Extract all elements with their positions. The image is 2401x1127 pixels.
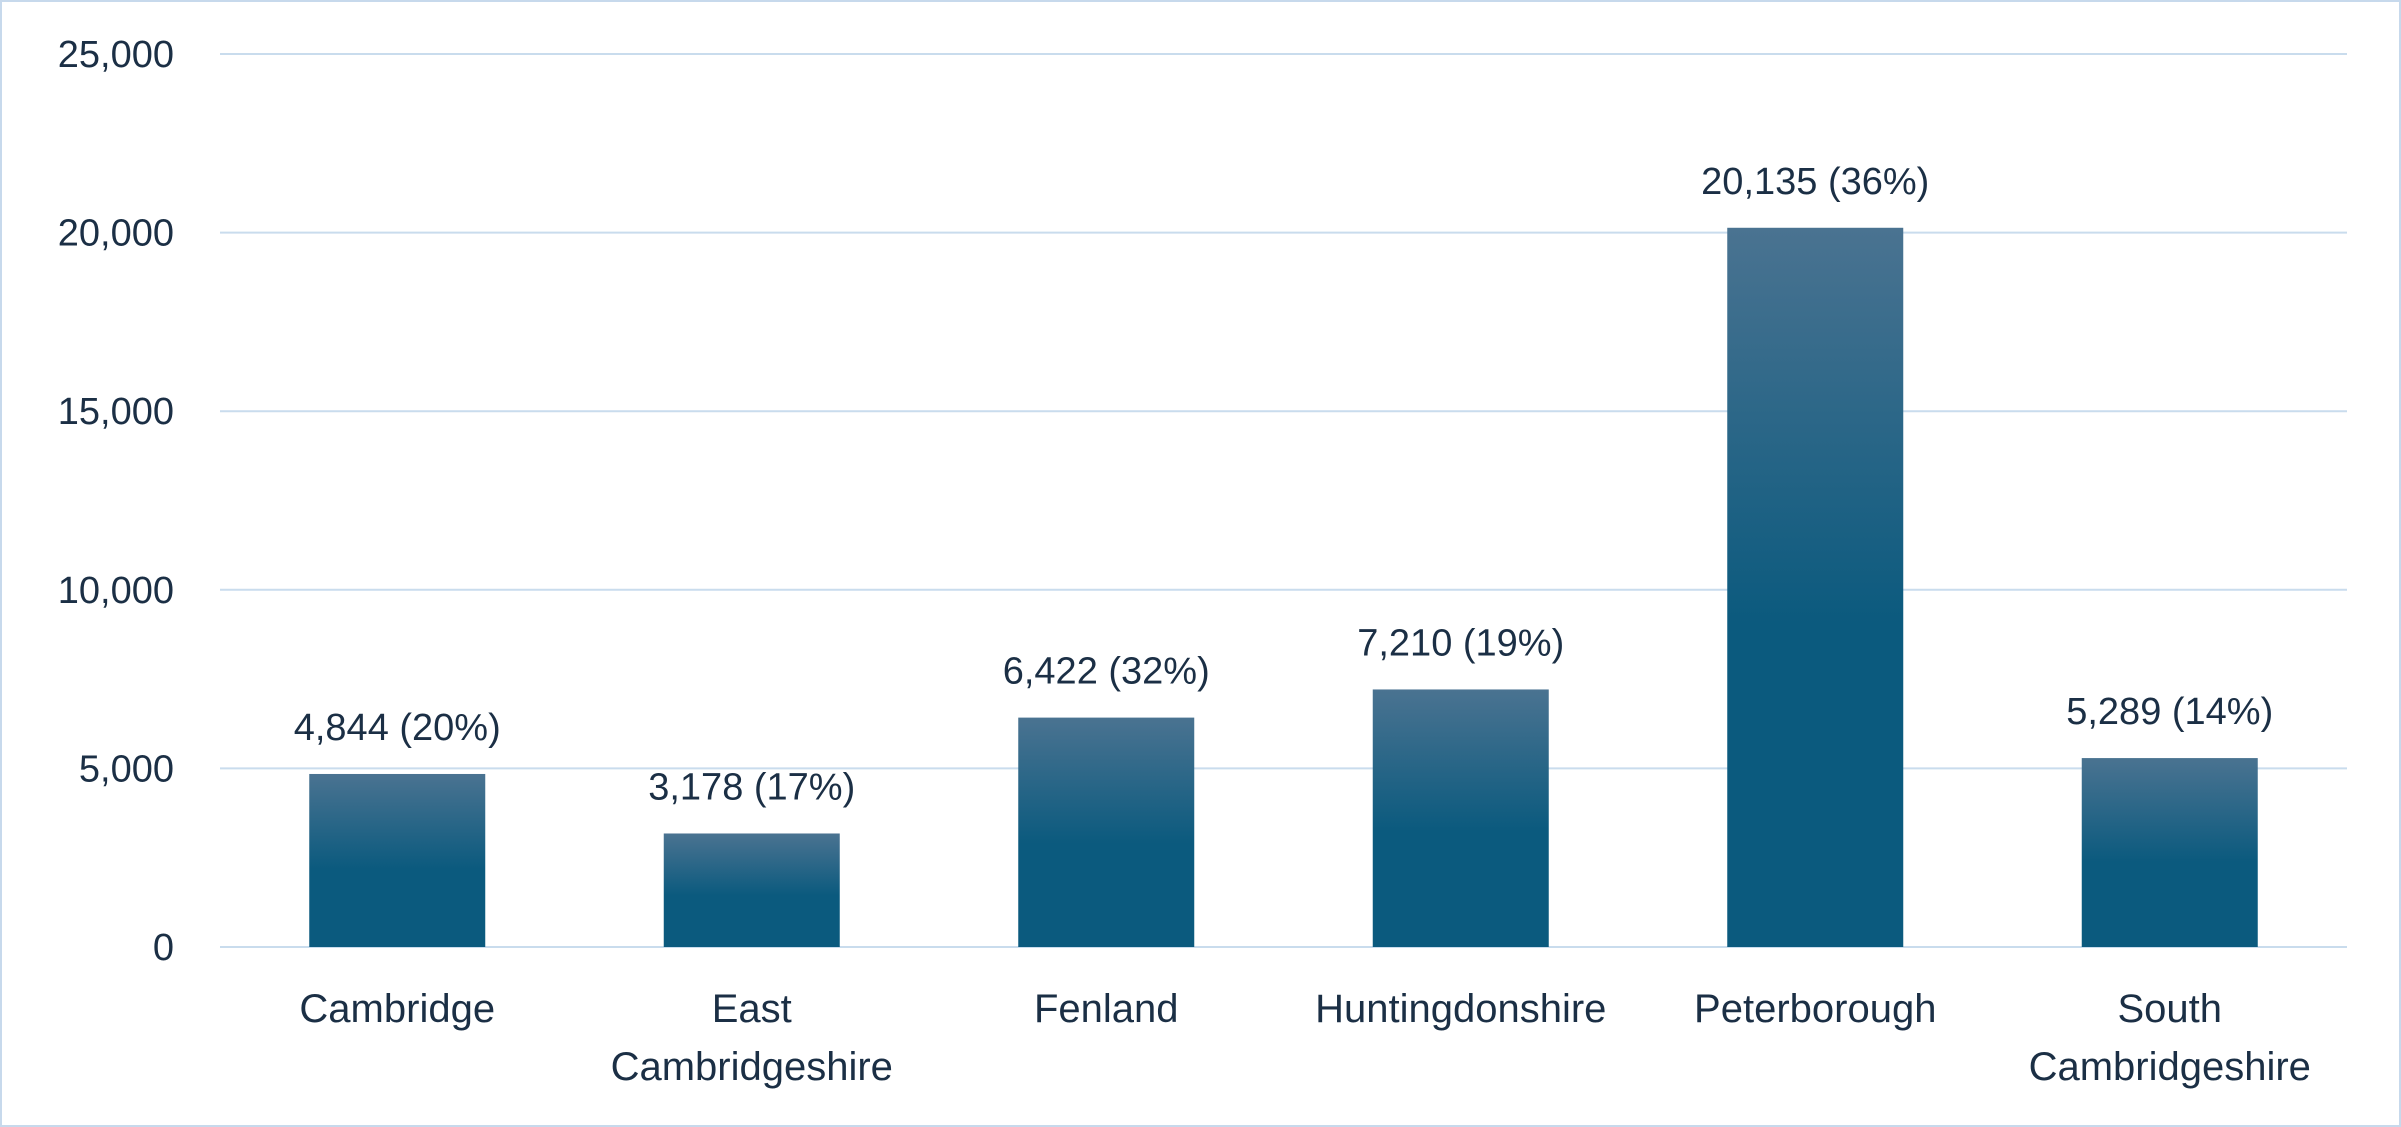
data-label: 5,289 (14%) <box>2066 691 2273 733</box>
bar <box>1018 717 1195 947</box>
category-label-line: Peterborough <box>1694 987 1936 1031</box>
category-label: East Cambridgeshire <box>611 987 893 1089</box>
y-tick-label: 15,000 <box>58 391 174 433</box>
bar <box>309 773 486 947</box>
bars <box>309 227 2258 947</box>
category-label-line: Fenland <box>1034 987 1179 1031</box>
data-label: 7,210 (19%) <box>1357 622 1564 664</box>
category-label: Cambridge <box>299 987 495 1031</box>
category-label-line: Cambridgeshire <box>611 1045 893 1089</box>
data-label: 20,135 (36%) <box>1701 161 1929 203</box>
data-label: 3,178 (17%) <box>648 766 855 808</box>
y-axis-ticks: 0 5,000 10,000 15,000 20,000 25,000 <box>58 34 174 969</box>
x-axis-categories: Cambridge East Cambridgeshire Fenland Huntin… <box>299 987 2311 1089</box>
category-label-line: East <box>712 987 792 1031</box>
bar <box>1372 689 1549 947</box>
y-tick-label: 0 <box>153 927 174 969</box>
data-labels: 4,844 (20%) 3,178 (17%) 6,422 (32%) 7,210 (… <box>294 161 2274 809</box>
category-label: Fenland <box>1034 987 1179 1031</box>
category-label: South Cambridgeshire <box>2029 987 2311 1089</box>
data-label: 4,844 (20%) <box>294 707 501 749</box>
y-tick-label: 5,000 <box>79 748 174 790</box>
category-label-line: Huntingdonshire <box>1315 987 1606 1031</box>
bar <box>663 833 840 947</box>
y-tick-label: 10,000 <box>58 570 174 612</box>
category-label-line: Cambridgeshire <box>2029 1045 2311 1089</box>
category-label-line: South <box>2117 987 2222 1031</box>
bar <box>1727 227 1904 947</box>
data-label: 6,422 (32%) <box>1003 651 1210 693</box>
category-label: Peterborough <box>1694 987 1936 1031</box>
bar <box>2081 758 2258 947</box>
gridlines <box>220 53 2347 948</box>
category-label: Huntingdonshire <box>1315 987 1606 1031</box>
y-tick-label: 20,000 <box>58 213 174 255</box>
y-tick-label: 25,000 <box>58 34 174 76</box>
category-label-line: Cambridge <box>299 987 495 1031</box>
